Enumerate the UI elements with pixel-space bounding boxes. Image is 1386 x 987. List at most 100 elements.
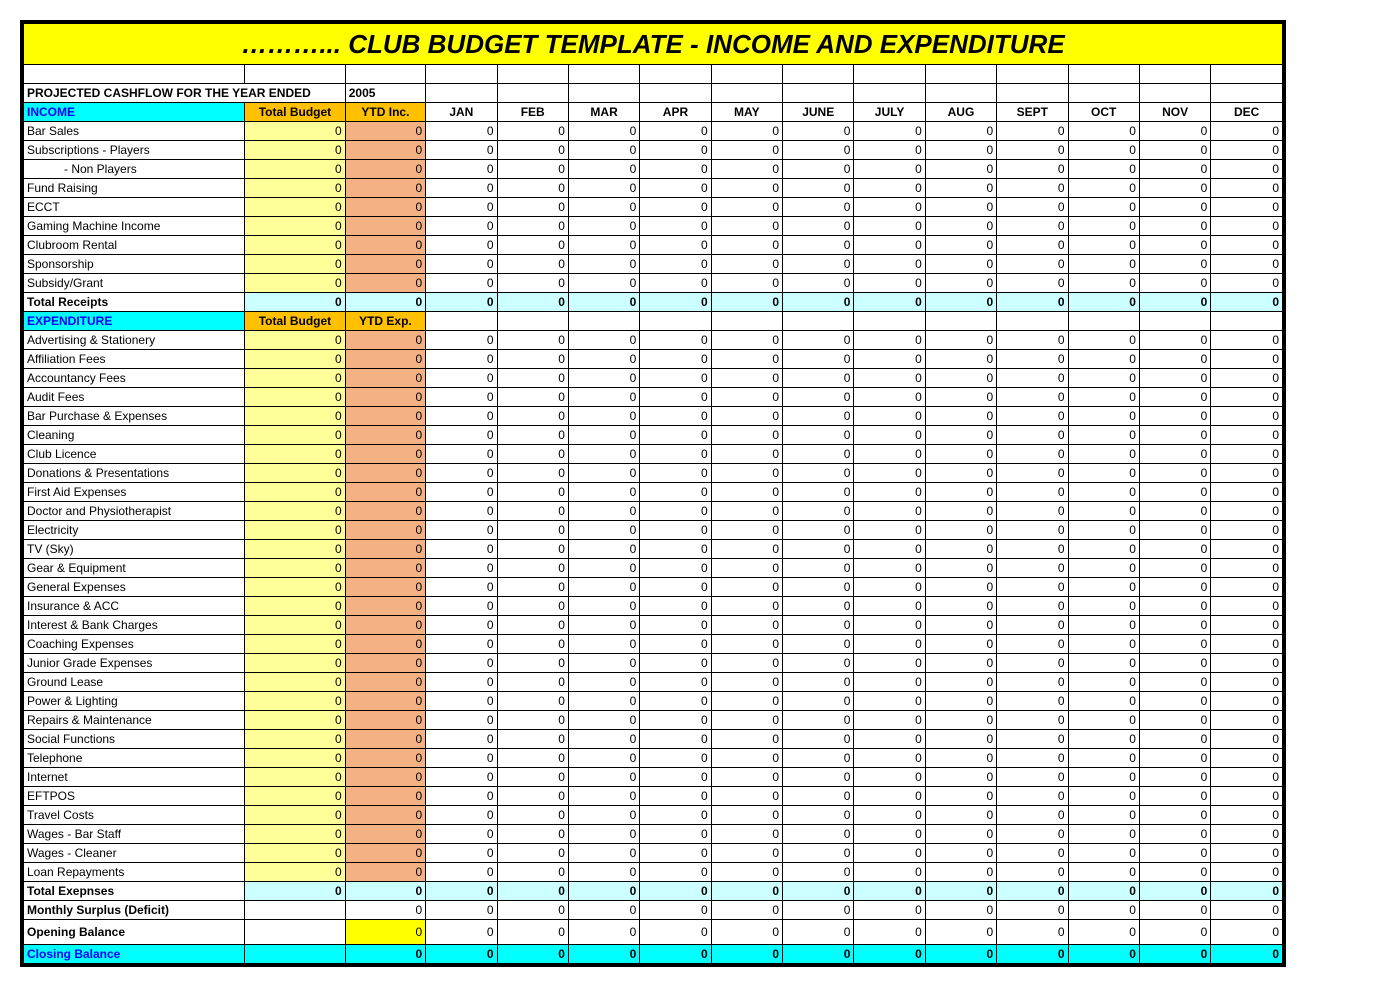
month-cell[interactable]: 0 bbox=[925, 141, 996, 160]
blank-cell[interactable] bbox=[497, 65, 568, 84]
month-cell[interactable]: 0 bbox=[640, 369, 711, 388]
month-cell[interactable]: 0 bbox=[1068, 141, 1139, 160]
opening-month-cell[interactable]: 0 bbox=[997, 920, 1068, 945]
month-cell[interactable]: 0 bbox=[783, 768, 854, 787]
month-cell[interactable]: 0 bbox=[854, 236, 925, 255]
month-cell[interactable]: 0 bbox=[783, 464, 854, 483]
month-cell[interactable]: 0 bbox=[997, 502, 1068, 521]
month-cell[interactable]: 0 bbox=[426, 141, 497, 160]
month-cell[interactable]: 0 bbox=[925, 692, 996, 711]
month-cell[interactable]: 0 bbox=[925, 122, 996, 141]
month-cell[interactable]: 0 bbox=[711, 483, 782, 502]
month-cell[interactable]: 0 bbox=[497, 426, 568, 445]
month-cell[interactable]: 0 bbox=[1211, 863, 1283, 882]
month-cell[interactable]: 0 bbox=[426, 236, 497, 255]
ytd-cell[interactable]: 0 bbox=[345, 673, 425, 692]
month-cell[interactable]: 0 bbox=[1139, 179, 1210, 198]
month-cell[interactable]: 0 bbox=[854, 711, 925, 730]
month-cell[interactable]: 0 bbox=[1211, 350, 1283, 369]
month-cell[interactable]: 0 bbox=[497, 521, 568, 540]
month-cell[interactable]: 0 bbox=[711, 635, 782, 654]
surplus-month-cell[interactable]: 0 bbox=[497, 901, 568, 920]
month-cell[interactable]: 0 bbox=[1211, 806, 1283, 825]
total-month-cell[interactable]: 0 bbox=[997, 882, 1068, 901]
budget-cell[interactable]: 0 bbox=[245, 274, 346, 293]
month-cell[interactable]: 0 bbox=[1068, 578, 1139, 597]
month-cell[interactable]: 0 bbox=[1139, 806, 1210, 825]
opening-month-cell[interactable]: 0 bbox=[426, 920, 497, 945]
month-cell[interactable]: 0 bbox=[1068, 122, 1139, 141]
month-cell[interactable]: 0 bbox=[997, 654, 1068, 673]
month-cell[interactable]: 0 bbox=[426, 388, 497, 407]
budget-cell[interactable]: 0 bbox=[245, 179, 346, 198]
blank-cell[interactable] bbox=[1139, 65, 1210, 84]
month-cell[interactable]: 0 bbox=[997, 863, 1068, 882]
opening-month-cell[interactable]: 0 bbox=[1068, 920, 1139, 945]
month-cell[interactable]: 0 bbox=[997, 787, 1068, 806]
month-cell[interactable]: 0 bbox=[568, 635, 639, 654]
month-cell[interactable]: 0 bbox=[997, 445, 1068, 464]
row-label-cell[interactable]: Cleaning bbox=[24, 426, 245, 445]
month-cell[interactable]: 0 bbox=[783, 388, 854, 407]
month-cell[interactable]: 0 bbox=[925, 217, 996, 236]
month-cell[interactable]: 0 bbox=[711, 749, 782, 768]
ytd-cell[interactable]: 0 bbox=[345, 217, 425, 236]
section-header-cell[interactable]: EXPENDITURE bbox=[24, 312, 245, 331]
month-cell[interactable]: 0 bbox=[997, 217, 1068, 236]
row-label-cell[interactable]: Repairs & Maintenance bbox=[24, 711, 245, 730]
month-cell[interactable]: 0 bbox=[640, 274, 711, 293]
month-cell[interactable]: 0 bbox=[640, 426, 711, 445]
month-cell[interactable]: 0 bbox=[997, 844, 1068, 863]
budget-cell[interactable]: 0 bbox=[245, 198, 346, 217]
month-cell[interactable]: 0 bbox=[426, 179, 497, 198]
ytd-cell[interactable]: 0 bbox=[345, 825, 425, 844]
month-cell[interactable]: 0 bbox=[783, 559, 854, 578]
month-cell[interactable]: 0 bbox=[925, 388, 996, 407]
month-cell[interactable]: 0 bbox=[640, 597, 711, 616]
total-month-cell[interactable]: 0 bbox=[1068, 293, 1139, 312]
month-header-cell[interactable]: JULY bbox=[854, 103, 925, 122]
month-cell[interactable]: 0 bbox=[1139, 616, 1210, 635]
month-cell[interactable]: 0 bbox=[1211, 597, 1283, 616]
month-cell[interactable]: 0 bbox=[426, 122, 497, 141]
month-cell[interactable]: 0 bbox=[1139, 464, 1210, 483]
blank-cell[interactable] bbox=[426, 84, 497, 103]
month-cell[interactable]: 0 bbox=[854, 388, 925, 407]
row-label-cell[interactable]: ECCT bbox=[24, 198, 245, 217]
month-cell[interactable]: 0 bbox=[997, 331, 1068, 350]
month-cell[interactable]: 0 bbox=[497, 825, 568, 844]
month-cell[interactable]: 0 bbox=[854, 806, 925, 825]
month-cell[interactable]: 0 bbox=[783, 445, 854, 464]
month-cell[interactable]: 0 bbox=[711, 388, 782, 407]
total-month-cell[interactable]: 0 bbox=[1211, 882, 1283, 901]
month-cell[interactable]: 0 bbox=[783, 179, 854, 198]
month-cell[interactable]: 0 bbox=[497, 369, 568, 388]
row-label-cell[interactable]: Social Functions bbox=[24, 730, 245, 749]
ytd-cell[interactable]: 0 bbox=[345, 350, 425, 369]
blank-cell[interactable] bbox=[997, 312, 1068, 331]
month-cell[interactable]: 0 bbox=[854, 578, 925, 597]
month-cell[interactable]: 0 bbox=[640, 654, 711, 673]
month-header-cell[interactable]: MAY bbox=[711, 103, 782, 122]
month-cell[interactable]: 0 bbox=[997, 559, 1068, 578]
month-cell[interactable]: 0 bbox=[1211, 635, 1283, 654]
month-cell[interactable]: 0 bbox=[1068, 635, 1139, 654]
month-cell[interactable]: 0 bbox=[925, 445, 996, 464]
blank-cell[interactable] bbox=[426, 312, 497, 331]
total-budget-cell[interactable]: 0 bbox=[245, 882, 346, 901]
month-cell[interactable]: 0 bbox=[1211, 160, 1283, 179]
row-label-cell[interactable]: EFTPOS bbox=[24, 787, 245, 806]
month-cell[interactable]: 0 bbox=[568, 369, 639, 388]
month-cell[interactable]: 0 bbox=[925, 825, 996, 844]
opening-month-cell[interactable]: 0 bbox=[925, 920, 996, 945]
month-cell[interactable]: 0 bbox=[1211, 787, 1283, 806]
month-cell[interactable]: 0 bbox=[1139, 825, 1210, 844]
month-cell[interactable]: 0 bbox=[497, 540, 568, 559]
month-cell[interactable]: 0 bbox=[1068, 673, 1139, 692]
month-cell[interactable]: 0 bbox=[854, 597, 925, 616]
opening-month-cell[interactable]: 0 bbox=[854, 920, 925, 945]
row-label-cell[interactable]: Subsidy/Grant bbox=[24, 274, 245, 293]
month-cell[interactable]: 0 bbox=[925, 198, 996, 217]
month-cell[interactable]: 0 bbox=[925, 179, 996, 198]
month-cell[interactable]: 0 bbox=[854, 274, 925, 293]
